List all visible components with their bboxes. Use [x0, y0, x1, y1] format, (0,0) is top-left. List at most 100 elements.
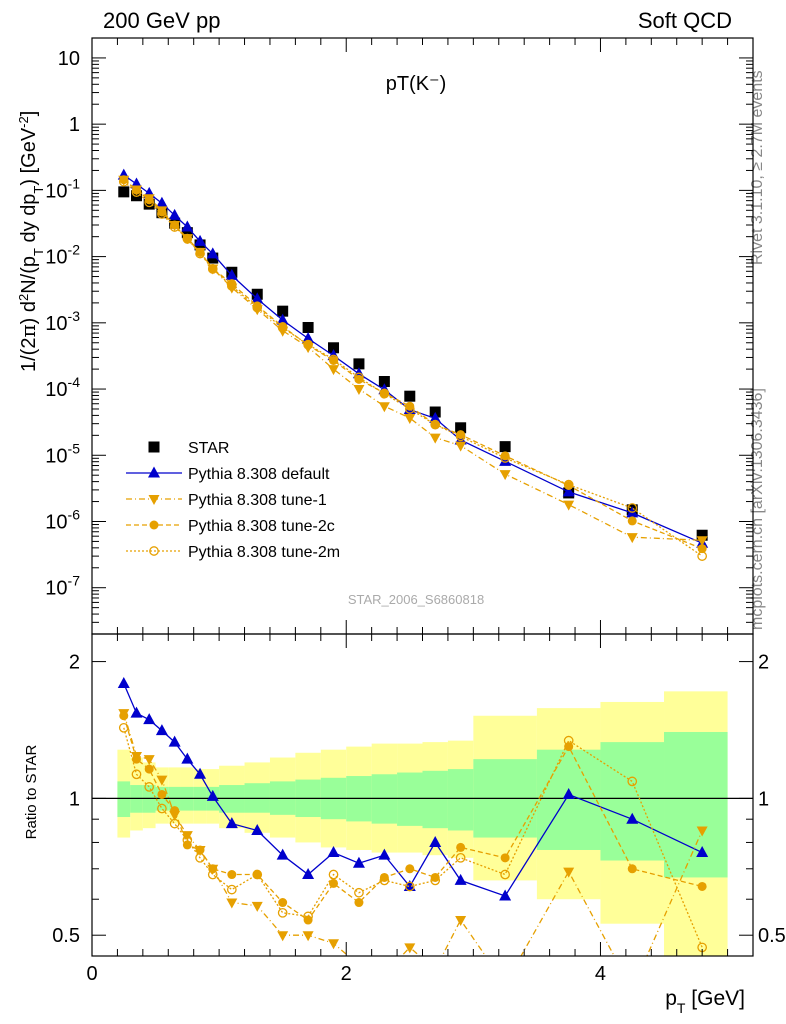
ratio-y-label: Ratio to STAR [23, 744, 40, 839]
ratio-band-inner [422, 770, 448, 829]
ratio-band-inner [536, 749, 601, 850]
ratio-point-pythia-8-308-tune-2c [131, 754, 141, 764]
ratio-point-pythia-8-308-tune-1 [156, 775, 168, 786]
ratio-point-pythia-8-308-default [626, 812, 639, 824]
ratio-point-pythia-8-308-tune-2m [195, 852, 205, 863]
ratio-point-pythia-8-308-tune-1 [226, 898, 238, 909]
main-point-pythia-8-308-tune-2m [430, 419, 441, 430]
main-point-pythia-8-308-tune-2c [500, 451, 510, 461]
ratio-point-pythia-8-308-tune-2c [278, 898, 288, 908]
main-point-pythia-8-308-tune-2m [328, 354, 339, 365]
ratio-point-pythia-8-308-tune-1 [627, 985, 638, 995]
ratio-y-tick-label-right: 2 [758, 652, 769, 674]
ratio-point-pythia-8-308-tune-1 [455, 916, 467, 927]
main-point-pythia-8-308-default [206, 247, 219, 259]
ratio-point-pythia-8-308-tune-2c [405, 864, 415, 874]
ratio-point-pythia-8-308-tune-2c [195, 845, 205, 855]
ratio-line-pythia-8-308-tune-1 [123, 713, 703, 956]
ratio-line-pythia-8-308-tune-2c [123, 715, 703, 921]
ratio-line-pythia-8-308-tune-2m [123, 727, 703, 948]
ratio-point-pythia-8-308-tune-2m [455, 852, 466, 863]
main-point-star [499, 441, 511, 453]
x-tick-label: 2 [341, 963, 352, 985]
main-point-star [455, 422, 467, 434]
main-point-pythia-8-308-tune-2m [455, 431, 466, 442]
ratio-point-pythia-8-308-tune-2c [170, 806, 180, 816]
ratio-point-pythia-8-308-tune-2m [563, 735, 574, 746]
main-y-tick-label: 10-2 [45, 242, 80, 269]
ratio-point-pythia-8-308-tune-2m [328, 869, 339, 880]
ratio-point-pythia-8-308-default [327, 846, 340, 858]
main-point-star [277, 305, 289, 317]
ratio-point-pythia-8-308-tune-2c [182, 840, 192, 850]
legend: STAR Pythia 8.308 default Pythia 8.308 tun… [126, 440, 340, 561]
main-point-star [181, 227, 193, 239]
ratio-band-inner [600, 742, 665, 861]
main-point-pythia-8-308-tune-2c [627, 516, 637, 526]
ratio-point-pythia-8-308-tune-2c [354, 898, 364, 908]
main-point-pythia-8-308-tune-1 [626, 533, 638, 544]
main-point-pythia-8-308-tune-2m [563, 479, 574, 490]
main-point-pythia-8-308-tune-2c [119, 175, 129, 185]
legend-marker-star [148, 441, 160, 453]
ratio-point-pythia-8-308-tune-2m [277, 907, 288, 918]
ratio-point-pythia-8-308-tune-2m [627, 776, 638, 787]
main-point-star [302, 321, 314, 333]
main-point-pythia-8-308-tune-2c [405, 401, 415, 411]
main-line-pythia-8-308-default [123, 174, 703, 544]
ratio-point-pythia-8-308-tune-2m [303, 911, 313, 922]
main-point-pythia-8-308-tune-1 [499, 470, 511, 481]
ratio-point-pythia-8-308-tune-1 [302, 931, 314, 942]
ratio-point-pythia-8-308-tune-1 [251, 901, 263, 912]
x-tick-label: 0 [86, 963, 97, 985]
ratio-point-pythia-8-308-tune-1 [353, 961, 364, 971]
main-point-pythia-8-308-default [562, 485, 575, 497]
ratio-point-pythia-8-308-tune-2m [131, 769, 142, 780]
ratio-y-tick-label: 1 [69, 788, 80, 810]
ratio-y-tick-label-right: 0.5 [758, 925, 786, 947]
main-point-pythia-8-308-tune-1 [696, 536, 708, 547]
main-y-tick-label: 10-1 [45, 175, 80, 202]
main-y-tick-label: 10-5 [45, 440, 80, 467]
ratio-point-pythia-8-308-tune-2m [118, 722, 129, 733]
ratio-point-pythia-8-308-tune-1 [500, 980, 511, 990]
main-point-pythia-8-308-tune-1 [353, 385, 365, 396]
ratio-band-inner [664, 731, 728, 878]
main-y-tick-label: 10-6 [45, 506, 80, 533]
ratio-point-pythia-8-308-default [454, 873, 467, 885]
main-point-star [118, 186, 130, 198]
ratio-point-pythia-8-308-tune-1 [379, 970, 390, 980]
main-point-pythia-8-308-tune-2c [227, 279, 237, 289]
main-point-star [353, 358, 365, 370]
main-point-pythia-8-308-tune-2m [182, 233, 193, 244]
ratio-point-pythia-8-308-default [155, 724, 168, 736]
ratio-point-pythia-8-308-default [499, 889, 512, 901]
main-point-star [378, 376, 390, 388]
main-point-pythia-8-308-tune-2m [144, 197, 155, 208]
main-point-pythia-8-308-tune-2c [144, 195, 154, 205]
main-point-pythia-8-308-tune-1 [563, 500, 575, 511]
main-point-pythia-8-308-default [194, 234, 207, 246]
main-point-pythia-8-308-tune-2m [252, 302, 263, 313]
ratio-point-pythia-8-308-tune-2c [119, 711, 129, 721]
ratio-plot-area [92, 691, 753, 956]
main-point-pythia-8-308-default [225, 268, 238, 280]
ratio-point-pythia-8-308-tune-2m [430, 875, 441, 886]
ratio-point-pythia-8-308-tune-2m [404, 881, 415, 892]
ratio-point-pythia-8-308-default [206, 789, 219, 801]
watermark: STAR_2006_S6860818 [348, 592, 484, 607]
ratio-point-pythia-8-308-tune-1 [328, 939, 340, 950]
main-y-label: 1/(2π) d2N/(pT dy dpT) [GeV-2] [16, 111, 46, 372]
ratio-point-pythia-8-308-tune-2m [207, 869, 218, 880]
ratio-point-pythia-8-308-tune-2c [227, 870, 237, 880]
main-point-star [696, 529, 708, 541]
ratio-point-pythia-8-308-tune-1 [143, 755, 155, 766]
main-point-pythia-8-308-tune-2m [157, 209, 167, 219]
ratio-point-pythia-8-308-default [117, 676, 130, 688]
ratio-point-pythia-8-308-default [696, 846, 709, 858]
main-point-pythia-8-308-tune-1 [378, 402, 390, 413]
main-point-pythia-8-308-tune-1 [455, 441, 467, 452]
ratio-point-pythia-8-308-tune-2c [379, 872, 389, 882]
ratio-point-pythia-8-308-default [143, 713, 156, 725]
ratio-point-pythia-8-308-tune-1 [277, 931, 289, 942]
